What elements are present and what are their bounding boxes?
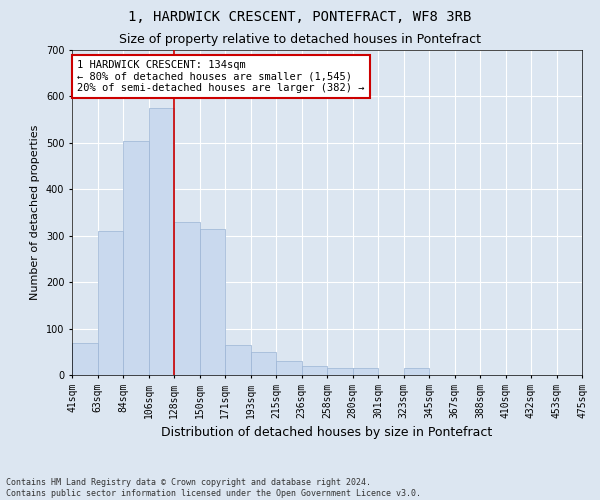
Text: Size of property relative to detached houses in Pontefract: Size of property relative to detached ho… [119,32,481,46]
Y-axis label: Number of detached properties: Number of detached properties [31,125,40,300]
Text: 1, HARDWICK CRESCENT, PONTEFRACT, WF8 3RB: 1, HARDWICK CRESCENT, PONTEFRACT, WF8 3R… [128,10,472,24]
Bar [353,368,378,375]
Bar [276,361,302,375]
Bar [404,368,429,375]
Bar [327,368,353,375]
Bar [123,140,149,375]
Bar [72,342,97,375]
Bar [199,229,225,375]
Bar [149,108,174,375]
X-axis label: Distribution of detached houses by size in Pontefract: Distribution of detached houses by size … [161,426,493,439]
Bar [97,231,123,375]
Bar [251,352,276,375]
Bar [174,222,199,375]
Text: Contains HM Land Registry data © Crown copyright and database right 2024.
Contai: Contains HM Land Registry data © Crown c… [6,478,421,498]
Bar [302,366,327,375]
Text: 1 HARDWICK CRESCENT: 134sqm
← 80% of detached houses are smaller (1,545)
20% of : 1 HARDWICK CRESCENT: 134sqm ← 80% of det… [77,60,365,93]
Bar [225,345,251,375]
